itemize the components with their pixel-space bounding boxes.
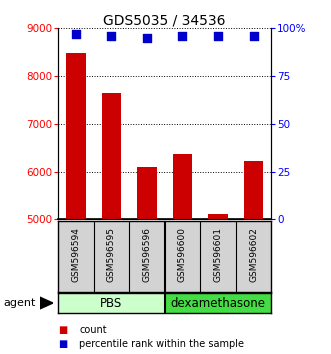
Point [251,33,256,39]
Text: ■: ■ [58,339,67,349]
Text: GSM596601: GSM596601 [213,227,222,282]
Point [180,33,185,39]
Text: agent: agent [3,298,36,308]
Text: count: count [79,325,107,335]
Polygon shape [40,297,53,309]
Bar [58,293,165,313]
Text: ■: ■ [58,325,67,335]
Bar [244,161,263,219]
Text: GSM596594: GSM596594 [71,227,80,282]
Bar [66,53,85,219]
Title: GDS5035 / 34536: GDS5035 / 34536 [103,13,226,27]
Text: GSM596602: GSM596602 [249,227,258,282]
Point [73,31,78,37]
Text: dexamethasone: dexamethasone [170,297,265,309]
Text: GSM596600: GSM596600 [178,227,187,282]
Point [215,33,221,39]
Point [109,33,114,39]
Bar [165,293,271,313]
Bar [137,167,157,219]
Text: percentile rank within the sample: percentile rank within the sample [79,339,244,349]
Text: GSM596596: GSM596596 [142,227,151,282]
Point [144,35,150,41]
Bar [208,214,228,219]
Bar [102,93,121,219]
Bar [173,154,192,219]
Text: PBS: PBS [100,297,122,309]
Text: GSM596595: GSM596595 [107,227,116,282]
